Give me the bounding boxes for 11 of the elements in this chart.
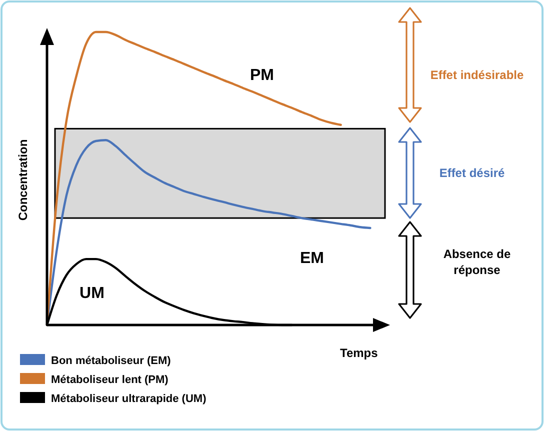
x-axis-title: Temps	[340, 346, 378, 360]
legend-label: Métaboliseur lent (PM)	[51, 374, 169, 386]
annotation: EM	[300, 250, 324, 267]
legend-label: Bon métaboliseur (EM)	[51, 355, 172, 367]
text: Effet désiré	[439, 166, 505, 180]
text: Absence de réponse	[443, 247, 512, 277]
y-axis-title: Concentration	[16, 139, 30, 221]
legend-label: Métaboliseur ultrarapide (UM)	[51, 393, 207, 405]
text: Effet indésirable	[430, 68, 524, 82]
annotation: UM	[80, 285, 104, 302]
annotation: PM	[250, 67, 274, 84]
